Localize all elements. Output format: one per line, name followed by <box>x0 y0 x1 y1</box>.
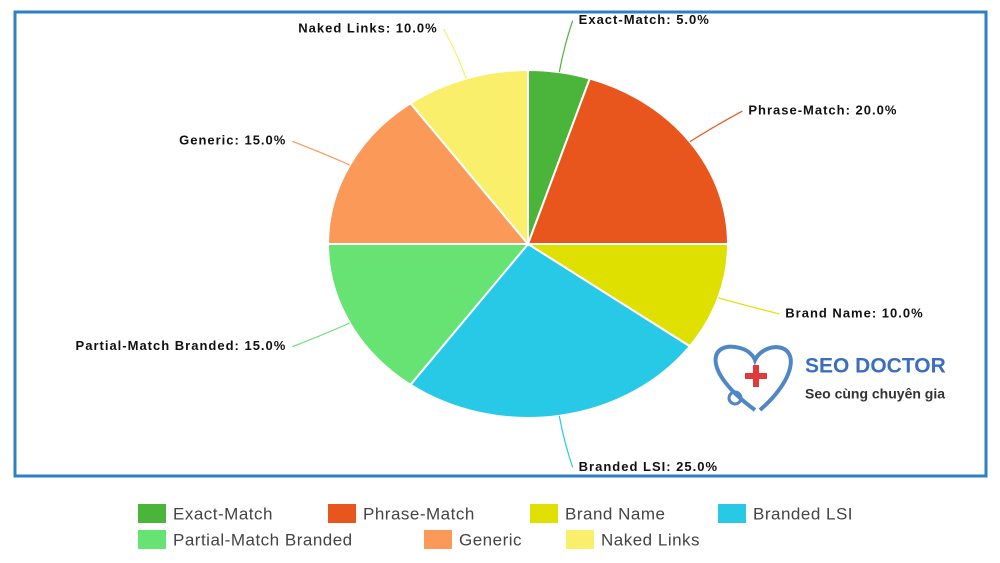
legend-swatch <box>138 504 166 523</box>
legend-label: Brand Name <box>565 504 665 523</box>
legend-swatch <box>718 504 746 523</box>
data-label: Naked Links: 10.0% <box>298 20 437 35</box>
pie-slice <box>408 68 529 247</box>
legend-label: Partial-Match Branded <box>173 530 353 549</box>
logo-tagline: Seo cùng chuyên gia <box>805 386 945 402</box>
pie-slice <box>408 242 692 419</box>
legend-label: Branded LSI <box>753 504 853 523</box>
leader-line <box>558 415 574 468</box>
data-label: Exact-Match: 5.0% <box>579 12 710 27</box>
logo-heart <box>713 344 793 412</box>
leader-line <box>443 28 467 79</box>
legend-swatch <box>328 504 356 523</box>
data-label: Branded LSI: 25.0% <box>579 459 718 474</box>
leader-line <box>689 110 743 143</box>
logo-stethoscope <box>727 390 743 406</box>
leader-line <box>292 322 351 348</box>
legend-label: Generic <box>459 530 522 549</box>
legend-label: Exact-Match <box>173 504 273 523</box>
data-label: Generic: 15.0% <box>179 133 286 148</box>
legend-label: Phrase-Match <box>363 504 475 523</box>
pie-slice <box>526 77 730 245</box>
legend-swatch <box>530 504 558 523</box>
pie-slice <box>524 243 730 348</box>
logo: SEO DOCTOR Seo cùng chuyên gia <box>713 344 946 412</box>
legend-swatch <box>566 530 594 549</box>
legend-label: Naked Links <box>601 530 700 549</box>
logo-name: SEO DOCTOR <box>805 355 946 378</box>
leader-line <box>558 20 574 73</box>
leader-line <box>718 297 780 315</box>
leader-line <box>292 140 351 166</box>
data-label: Partial-Match Branded: 15.0% <box>76 338 287 353</box>
legend-swatch <box>424 530 452 549</box>
legend-swatch <box>138 530 166 549</box>
data-label: Brand Name: 10.0% <box>785 305 923 320</box>
data-label: Phrase-Match: 20.0% <box>748 102 897 117</box>
logo-cross <box>745 365 767 387</box>
